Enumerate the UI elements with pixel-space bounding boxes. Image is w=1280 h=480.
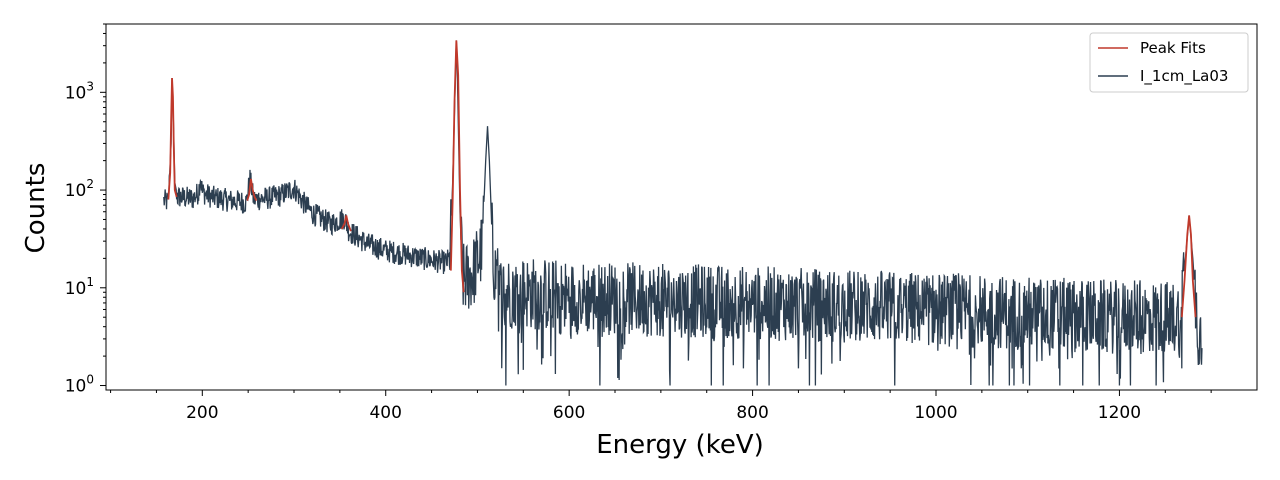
x-tick-label: 1200 [1098, 403, 1141, 423]
y-axis-title: Counts [21, 163, 51, 254]
x-tick-label: 1000 [914, 403, 957, 423]
x-tick-label: 200 [186, 403, 218, 423]
legend: Peak Fits I_1cm_La03 [1089, 32, 1249, 93]
peak-fit-3 [340, 215, 352, 232]
peak-fit-1 [167, 77, 178, 200]
legend-box [1089, 32, 1249, 93]
legend-entry: Peak Fits [1140, 39, 1206, 57]
peak-fit-2 [246, 178, 258, 202]
y-tick-label: 103 [65, 79, 94, 103]
x-tick-label: 800 [736, 403, 768, 423]
x-tick-label: 600 [553, 403, 585, 423]
axes: 200 400 600 800 1000 1200 100 101 102 103 [65, 23, 1258, 423]
x-axis-title: Energy (keV) [596, 430, 764, 460]
y-tick-label: 102 [65, 177, 94, 201]
peak-fit-4 [449, 40, 465, 293]
legend-entry: I_1cm_La03 [1140, 67, 1228, 86]
peak-fit-5 [1180, 215, 1197, 318]
y-tick-label: 100 [65, 373, 94, 397]
series-line-spectrum [163, 40, 1203, 386]
plot-frame [105, 23, 1258, 391]
y-tick-label: 101 [65, 275, 94, 299]
plot-area [163, 40, 1203, 386]
x-tick-label: 400 [369, 403, 401, 423]
